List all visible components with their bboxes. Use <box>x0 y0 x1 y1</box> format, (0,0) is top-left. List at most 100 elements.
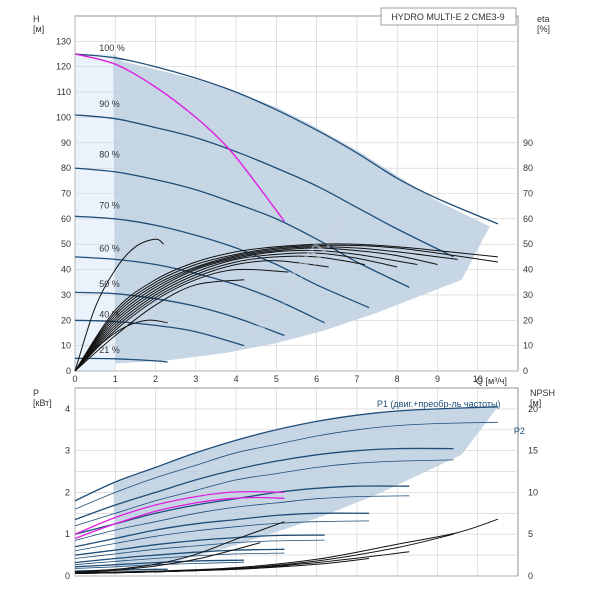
head-curve-70pct <box>74 215 370 309</box>
flow-tick-label: 4 <box>234 374 239 384</box>
p2-curve <box>74 495 410 541</box>
power-operating-envelope <box>113 406 498 568</box>
chart-title-box: HYDRO MULTI-E 2 CME3-9 <box>380 7 517 26</box>
head-efficiency-panel: 0 1 2 3 4 5 6 7 8 9 100102030405060708090100110120… <box>33 7 552 386</box>
head-tick-label: 50 <box>61 239 71 249</box>
power-tick-label: 1 <box>65 529 70 539</box>
speed-label: 40 % <box>99 309 120 319</box>
head-curve-100pct <box>74 53 499 225</box>
speed-label: 60 % <box>99 243 120 253</box>
flow-tick-label: 9 <box>435 374 440 384</box>
npsh-tick-label: 5 <box>528 529 533 539</box>
efficiency-curve <box>74 238 164 372</box>
npsh-curve <box>74 565 289 574</box>
efficiency-curve <box>74 252 398 372</box>
head-axis-label: H [м] <box>33 14 44 34</box>
p1-curve <box>74 447 454 521</box>
eta-tick-label: 50 <box>523 239 533 249</box>
efficiency-curve <box>74 247 438 372</box>
power-tick-label: 4 <box>65 404 70 414</box>
head-tick-label: 90 <box>61 138 71 148</box>
efficiency-curve <box>74 279 245 372</box>
efficiency-curve <box>74 243 498 372</box>
speed-label: 50 % <box>99 279 120 289</box>
npsh-curve <box>74 521 285 573</box>
eta-tick-label: 40 <box>523 265 533 275</box>
head-tick-label: 60 <box>61 214 71 224</box>
power-curve-label: P2 <box>514 426 525 436</box>
power-tick-label: 2 <box>65 487 70 497</box>
head-tick-label: 120 <box>56 62 71 72</box>
eta-tick-label: 90 <box>523 138 533 148</box>
eta-tick-label: 70 <box>523 189 533 199</box>
p2-curve <box>74 539 325 559</box>
flow-axis-label: Q [м³/ч] <box>476 376 507 386</box>
head-curve-60pct <box>74 256 325 324</box>
power-tick-label: 3 <box>65 446 70 456</box>
flow-tick-label: 8 <box>395 374 400 384</box>
p2-curve <box>74 552 285 566</box>
power-curves <box>74 406 499 574</box>
power-axis-label: P [кВт] <box>33 388 52 408</box>
head-curve-80pct <box>74 167 410 288</box>
p1-curve <box>74 534 325 556</box>
p1-curve <box>74 548 285 564</box>
speed-label: 80 % <box>99 150 120 160</box>
efficiency-curve <box>74 246 458 372</box>
chart-title: HYDRO MULTI-E 2 CME3-9 <box>391 12 504 22</box>
power-ticks: 0 1 2 3 4 0 5 10 15 20 <box>65 404 538 581</box>
head-tick-label: 40 <box>61 265 71 275</box>
head-tick-label: 20 <box>61 315 71 325</box>
speed-label: 70 % <box>99 200 120 210</box>
head-curve-21pct <box>74 357 168 363</box>
efficiency-curve <box>74 255 366 372</box>
flow-tick-label: 10 <box>473 374 483 384</box>
flow-tick-label: 5 <box>274 374 279 384</box>
selected-p1-curve <box>74 490 285 535</box>
head-tick-label: 80 <box>61 163 71 173</box>
efficiency-curve <box>74 244 498 372</box>
npsh-tick-label: 10 <box>528 487 538 497</box>
npsh-curve <box>74 518 499 574</box>
head-envelope-fill <box>113 54 490 364</box>
p1-curve <box>74 512 370 548</box>
npsh-tick-label: 15 <box>528 446 538 456</box>
head-tick-label: 30 <box>61 290 71 300</box>
efficiency-curve <box>74 260 329 372</box>
npsh-axis-label: NPSH [м] <box>530 388 558 408</box>
efficiency-curve <box>74 249 418 372</box>
flow-tick-label: 3 <box>193 374 198 384</box>
power-tick-label: 0 <box>65 571 70 581</box>
head-tick-label: 10 <box>61 341 71 351</box>
eta-tick-label: 0 <box>523 366 528 376</box>
power-npsh-panel: 0 1 2 3 4 0 5 10 15 20 P1 (двиг.+преобр-ль частот… <box>33 387 558 581</box>
p2-curve <box>74 459 454 527</box>
flow-tick-label: 7 <box>354 374 359 384</box>
head-tick-label: 70 <box>61 189 71 199</box>
eta-tick-label: 60 <box>523 214 533 224</box>
eta-tick-label: 30 <box>523 290 533 300</box>
p1-curve <box>74 406 498 502</box>
head-ticks: 0 1 2 3 4 5 6 7 8 9 100102030405060708090100110120… <box>56 36 533 384</box>
head-tick-label: 130 <box>56 36 71 46</box>
head-curve-40pct <box>74 319 245 347</box>
power-curve-label: P1 (двиг.+преобр-ль частоты) <box>377 399 501 409</box>
power-envelope-fill <box>113 406 498 568</box>
eta-axis-label: eta [%] <box>537 14 552 34</box>
eta-tick-label: 80 <box>523 163 533 173</box>
p1-curve <box>74 559 245 568</box>
head-tick-label: 110 <box>57 87 71 97</box>
eta-tick-label: 10 <box>523 341 533 351</box>
speed-labels: 100 % 90 % 80 % 70 % 60 % 50 % 40 % 21 % <box>99 43 125 355</box>
speed-label: 100 % <box>99 43 125 53</box>
flow-tick-label: 1 <box>113 374 118 384</box>
head-curve-90pct <box>74 114 454 258</box>
flow-tick-label: 0 <box>72 374 77 384</box>
head-tick-label: 0 <box>66 366 71 376</box>
npsh-tick-label: 20 <box>528 404 538 414</box>
head-operating-envelope <box>113 54 490 364</box>
p2-curve <box>74 520 370 552</box>
efficiency-curve <box>74 319 168 372</box>
head-curve-50pct <box>74 291 285 337</box>
